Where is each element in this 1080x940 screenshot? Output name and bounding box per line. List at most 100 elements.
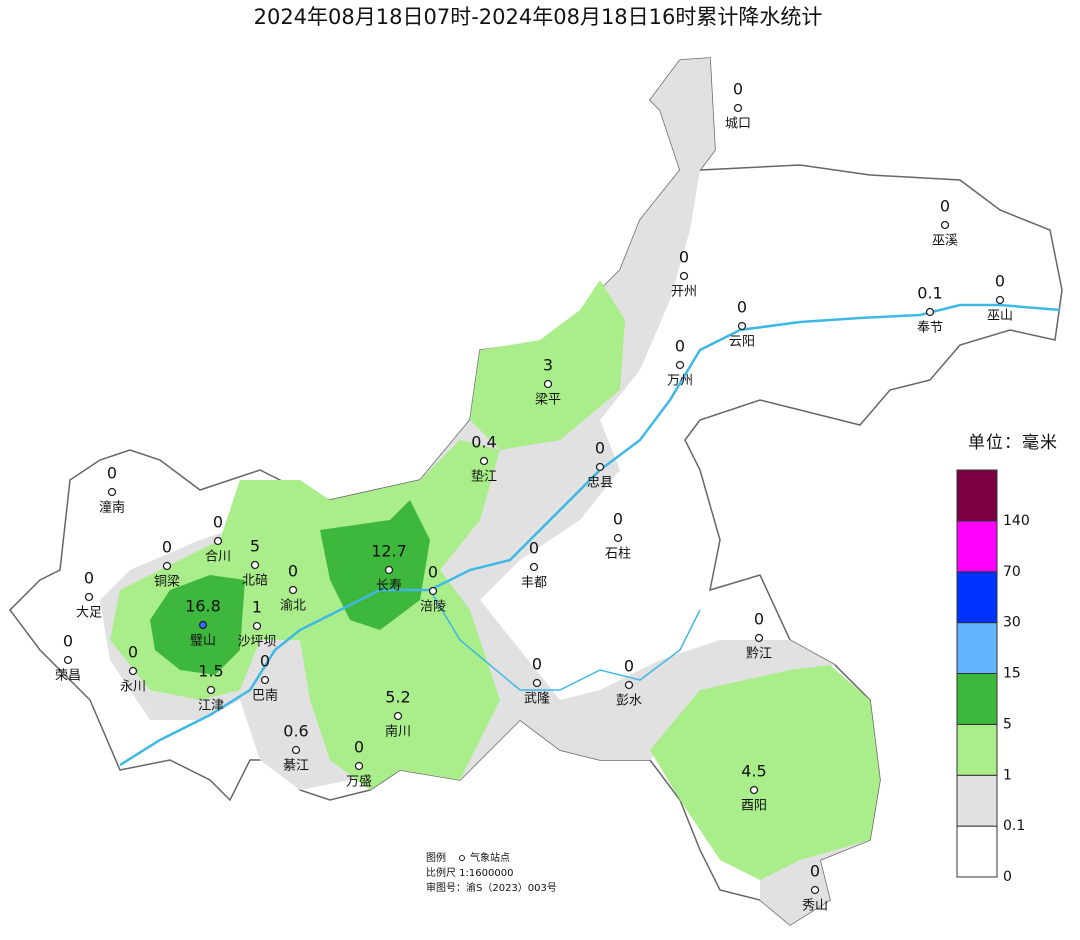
station-value: 12.7 xyxy=(371,542,407,561)
station-name: 合川 xyxy=(205,550,231,565)
station-dot xyxy=(733,103,743,113)
station-dot xyxy=(206,685,216,695)
station-value: 0 xyxy=(733,80,743,99)
station-value: 0 xyxy=(354,738,364,757)
station-name: 长寿 xyxy=(376,579,402,594)
station-dot xyxy=(925,307,935,317)
legend-unit: 单位：毫米 xyxy=(968,433,1058,453)
station-dot xyxy=(749,785,759,795)
station-name: 铜梁 xyxy=(154,575,180,590)
station-value: 0 xyxy=(532,655,542,674)
station-value: 0 xyxy=(107,464,117,483)
station-dot xyxy=(291,745,301,755)
station-value: 3 xyxy=(543,356,553,375)
station-value: 0 xyxy=(737,298,747,317)
legend-swatch xyxy=(956,469,998,522)
note-approval: 审图号：渝S（2023）003号 xyxy=(426,881,557,894)
map-regions xyxy=(9,57,1063,926)
station-dot xyxy=(613,533,623,543)
legend-swatch xyxy=(956,774,998,827)
station-name: 永川 xyxy=(120,680,146,695)
station-value: 5.2 xyxy=(385,688,410,707)
station-value: 0 xyxy=(84,569,94,588)
station-dot xyxy=(737,321,747,331)
station-value: 1.5 xyxy=(198,662,223,681)
station-name: 城口 xyxy=(725,117,751,132)
station-name: 酉阳 xyxy=(741,799,767,814)
station-dot xyxy=(213,536,223,546)
station-dot xyxy=(354,761,364,771)
station-dot xyxy=(162,561,172,571)
stations: 0 城口 0 巫溪 0 开州 0 云阳 0.1 奉节 0 巫山 0 万州 3 梁平 0.4 垫江 0 忠县 0 石柱 0 潼南… xyxy=(55,80,1013,914)
station-name: 沙坪坝 xyxy=(237,635,276,650)
station-dot xyxy=(393,711,403,721)
station-value: 0 xyxy=(940,197,950,216)
station-name: 大足 xyxy=(76,606,102,621)
station-name: 万盛 xyxy=(346,775,372,790)
station-dot xyxy=(260,675,270,685)
station-dot xyxy=(529,562,539,572)
station-value: 0 xyxy=(213,513,223,532)
station-name: 黔江 xyxy=(746,647,772,662)
area-light-green xyxy=(110,280,880,880)
station-name: 忠县 xyxy=(587,476,613,491)
station-dot xyxy=(63,655,73,665)
station-name: 云阳 xyxy=(729,335,755,350)
station-dot xyxy=(428,586,438,596)
station-value: 0.1 xyxy=(917,284,942,303)
station-dot xyxy=(84,592,94,602)
station-dot xyxy=(995,295,1005,305)
station-value: 0 xyxy=(260,652,270,671)
station-name: 渝北 xyxy=(280,598,306,614)
legend-swatch xyxy=(956,622,998,674)
station-dot xyxy=(288,585,298,595)
station-dot xyxy=(675,360,685,370)
area-dark-green xyxy=(150,500,430,675)
station-name: 巫山 xyxy=(987,309,1013,324)
station-value: 5 xyxy=(250,537,260,556)
station-name: 巫溪 xyxy=(932,234,958,249)
note-station-label: 气象站点 xyxy=(470,851,510,864)
station-value: 1 xyxy=(252,598,262,617)
station-value: 0 xyxy=(128,643,138,662)
station-dot xyxy=(479,456,489,466)
station-dot xyxy=(384,565,394,575)
station-name: 巴南 xyxy=(252,688,278,704)
station-value: 0 xyxy=(613,510,623,529)
legend-label: 1 xyxy=(1003,767,1012,783)
station-dot xyxy=(754,633,764,643)
station-value: 0.4 xyxy=(471,433,496,452)
station-value: 0 xyxy=(995,272,1005,291)
station-value: 4.5 xyxy=(741,762,766,781)
station-dot xyxy=(198,620,208,630)
station-dot xyxy=(810,885,820,895)
legend-label: 70 xyxy=(1003,564,1021,580)
station-name: 北碚 xyxy=(242,574,268,589)
note-scale: 比例尺 1:1600000 xyxy=(426,866,513,879)
yangtze-river xyxy=(119,303,1061,767)
note-station-symbol xyxy=(459,855,465,861)
legend-label: 30 xyxy=(1003,615,1021,631)
legend-swatch xyxy=(956,571,998,624)
station-value: 0 xyxy=(529,539,539,558)
legend-label: 140 xyxy=(1003,513,1030,529)
station-dot xyxy=(679,271,689,281)
station-name: 垫江 xyxy=(471,469,497,485)
station-dot xyxy=(252,621,262,631)
station-name: 璧山 xyxy=(190,633,216,649)
legend-label: 0 xyxy=(1003,869,1012,885)
station-name: 潼南 xyxy=(99,500,125,516)
legend-swatch xyxy=(956,673,998,725)
station-name: 开州 xyxy=(671,285,697,300)
station-name: 彭水 xyxy=(616,694,642,709)
legend-swatch xyxy=(956,723,998,776)
station-dot xyxy=(624,680,634,690)
legend-swatch xyxy=(956,825,998,878)
station-name: 梁平 xyxy=(535,393,561,408)
legend-label: 15 xyxy=(1003,666,1021,682)
station-name: 綦江 xyxy=(283,759,309,774)
legend-swatch xyxy=(956,520,998,573)
station-name: 万州 xyxy=(667,374,693,389)
station-dot xyxy=(543,379,553,389)
